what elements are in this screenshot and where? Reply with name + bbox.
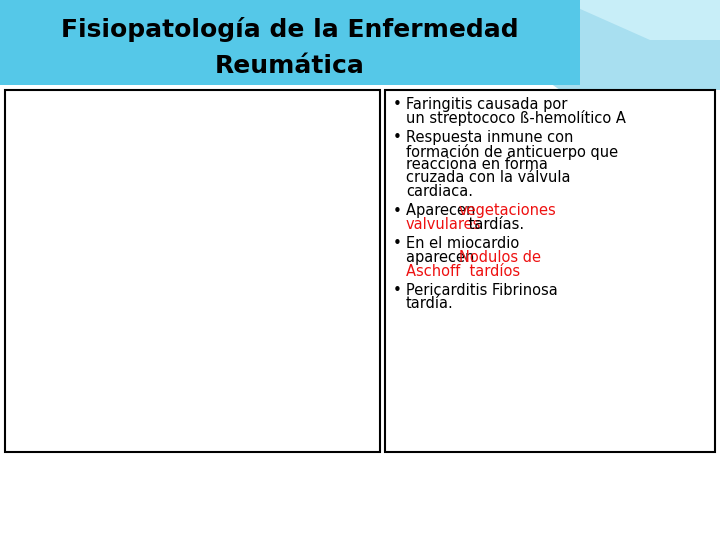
Text: reacciona en forma: reacciona en forma [406,157,548,172]
Text: tardías.: tardías. [464,217,525,232]
Text: vegetaciones: vegetaciones [459,204,557,219]
Text: cruzada con la válvula: cruzada con la válvula [406,171,570,186]
FancyBboxPatch shape [5,90,380,452]
Text: En el miocardio: En el miocardio [406,237,519,252]
Text: Aschoff  tardíos: Aschoff tardíos [406,264,520,279]
Text: cardiaca.: cardiaca. [406,184,473,199]
Text: valvulares: valvulares [406,217,482,232]
Text: •: • [393,97,402,112]
Text: Aparecen: Aparecen [406,204,480,219]
Text: •: • [393,283,402,298]
Text: tardía.: tardía. [406,296,454,312]
Text: •: • [393,130,402,145]
Text: Respuesta inmune con: Respuesta inmune con [406,130,573,145]
Polygon shape [430,0,720,90]
Text: Faringitis causada por: Faringitis causada por [406,97,567,112]
FancyBboxPatch shape [0,0,580,85]
FancyBboxPatch shape [385,90,715,452]
Text: aparecen: aparecen [406,250,479,265]
Text: •: • [393,204,402,219]
Text: un streptococo ß-hemolítico A: un streptococo ß-hemolítico A [406,111,626,126]
Text: Nodulos de: Nodulos de [459,250,541,265]
Text: Fisiopatología de la Enfermedad: Fisiopatología de la Enfermedad [61,17,519,43]
Polygon shape [560,0,720,40]
Text: Pericarditis Fibrinosa: Pericarditis Fibrinosa [406,283,558,298]
Text: Reumática: Reumática [215,54,365,78]
Text: formación de anticuerpo que: formación de anticuerpo que [406,144,618,159]
Text: •: • [393,237,402,252]
